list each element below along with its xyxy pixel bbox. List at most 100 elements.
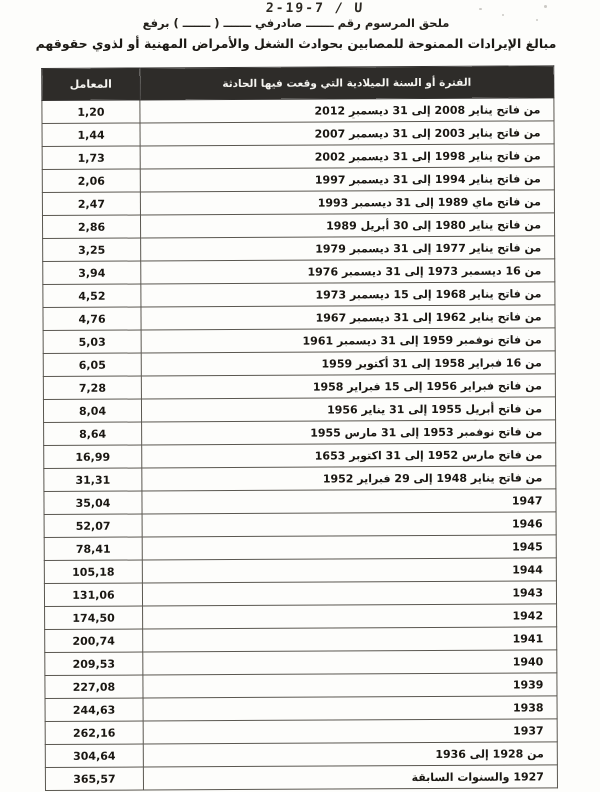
period-cell: 1944 xyxy=(142,557,557,583)
coefficient-cell: 3,25 xyxy=(42,237,141,262)
table-row: 1,20 من فاتح يناير 2008 إلى 31 ديسمبر 201… xyxy=(41,97,554,124)
table-row: 2,06 من فاتح يناير 1994 إلى 31 ديسمبر 199… xyxy=(42,166,555,193)
table-row: 244,63 1938 xyxy=(45,695,558,722)
period-cell: من فاتح يناير 1994 إلى 31 ديسمبر 1997 xyxy=(140,166,555,192)
table-row: 7,28 من فاتح فبراير 1956 إلى 15 فبراير 19… xyxy=(43,373,556,400)
table-header-row: المعامل الفترة أو السنة الميلادية التي و… xyxy=(41,65,554,101)
coefficient-cell: 8,04 xyxy=(43,398,142,423)
table-row: 1,73 من فاتح يناير 1998 إلى 31 ديسمبر 200… xyxy=(42,143,555,170)
coefficient-cell: 1,20 xyxy=(41,99,141,124)
coefficient-cell: 174,50 xyxy=(44,605,143,630)
coefficient-cell: 227,08 xyxy=(44,674,144,699)
period-cell: من فاتح ماي 1989 إلى 31 ديسمبر 1993 xyxy=(140,189,555,215)
table-row: 365,57 1927 والسنوات السابقة xyxy=(45,764,558,791)
period-cell: من فاتح يناير 1948 إلى 29 فبراير 1952 xyxy=(141,465,556,491)
table-row: 262,16 1937 xyxy=(45,718,558,745)
period-cell: 1927 والسنوات السابقة xyxy=(143,764,558,790)
scan-noise-speck xyxy=(479,8,482,10)
period-cell: من 1928 إلى 1936 xyxy=(143,741,558,767)
table-row: 1,44 من فاتح يناير 2003 إلى 31 ديسمبر 200… xyxy=(42,120,555,147)
coefficient-cell: 52,07 xyxy=(44,513,143,538)
scan-noise-speck xyxy=(502,14,504,16)
table-row: 31,31 من فاتح يناير 1948 إلى 29 فبراير 19… xyxy=(43,465,556,492)
period-cell: من فاتح نوفمبر 1959 إلى 31 ديسمبر 1961 xyxy=(141,327,556,353)
period-cell: 1938 xyxy=(143,695,558,721)
table-row: 52,07 1946 xyxy=(44,511,557,538)
coefficient-cell: 3,94 xyxy=(42,260,141,285)
coefficient-column-header: المعامل xyxy=(41,67,140,101)
table-row: 174,50 1942 xyxy=(44,603,557,630)
coefficient-cell: 200,74 xyxy=(44,628,143,653)
table-row: 3,25 من فاتح يناير 1977 إلى 31 ديسمبر 197… xyxy=(42,235,555,262)
period-cell: من فاتح يناير 1998 إلى 31 ديسمبر 2002 xyxy=(140,143,555,169)
period-cell: 1946 xyxy=(142,511,557,537)
period-cell: 1943 xyxy=(142,580,557,606)
coefficient-cell: 244,63 xyxy=(45,697,144,722)
period-cell: 1941 xyxy=(142,626,557,652)
table-row: 16,99 من فاتح مارس 1952 إلى 31 اكتوبر 165… xyxy=(43,442,556,469)
period-cell: 1940 xyxy=(142,649,557,675)
table-row: 78,41 1945 xyxy=(44,534,557,561)
coefficient-cell: 6,05 xyxy=(43,352,142,377)
table-row: 2,47 من فاتح ماي 1989 إلى 31 ديسمبر 1993 xyxy=(42,189,555,216)
coefficient-cell: 31,31 xyxy=(43,467,142,492)
table-row: 35,04 1947 xyxy=(43,488,557,515)
table-row: 2,86 من فاتح يناير 1980 إلى 30 أبريل 1989 xyxy=(42,212,555,239)
table-row: 8,64 من فاتح نوفمبر 1953 إلى 31 مارس 1955 xyxy=(43,419,556,446)
table-body: 1,20 من فاتح يناير 2008 إلى 31 ديسمبر 201… xyxy=(41,97,558,791)
coefficient-cell: 7,28 xyxy=(43,375,142,400)
coefficient-cell: 4,76 xyxy=(42,306,142,331)
coefficient-cell: 1,44 xyxy=(42,122,141,147)
coefficient-cell: 304,64 xyxy=(45,743,144,768)
compensation-coefficients-table: المعامل الفترة أو السنة الميلادية التي و… xyxy=(41,65,558,791)
period-cell: من فاتح فبراير 1956 إلى 15 فبراير 1958 xyxy=(141,373,556,399)
period-cell: من فاتح يناير 1977 إلى 31 ديسمبر 1979 xyxy=(140,235,555,261)
scan-noise-speck xyxy=(474,419,477,421)
table-row: 209,53 1940 xyxy=(44,649,557,676)
period-cell: من فاتح يناير 1980 إلى 30 أبريل 1989 xyxy=(140,212,555,238)
period-cell: من فاتح يناير 2008 إلى 31 ديسمبر 2012 xyxy=(139,97,554,123)
handwritten-ref-number: 2-19-7 / U xyxy=(265,1,365,16)
coefficient-cell: 105,18 xyxy=(44,559,143,584)
coefficient-cell: 2,06 xyxy=(42,168,141,193)
period-column-header: الفترة أو السنة الميلادية التي وقعت فيها… xyxy=(139,65,554,100)
period-cell: 1937 xyxy=(143,718,558,744)
period-cell: من فاتح مارس 1952 إلى 31 اكتوبر 1653 xyxy=(141,442,556,468)
table-header: المعامل الفترة أو السنة الميلادية التي و… xyxy=(41,65,554,101)
table-row: 105,18 1944 xyxy=(44,557,557,584)
period-cell: من فاتح أبريل 1955 إلى 31 يناير 1956 xyxy=(141,396,556,422)
table-row: 8,04 من فاتح أبريل 1955 إلى 31 يناير 1956 xyxy=(43,396,556,423)
period-cell: 1945 xyxy=(142,534,557,560)
scan-noise-speck xyxy=(352,117,355,119)
period-cell: 1939 xyxy=(142,672,558,698)
table-row: 4,52 من فاتح يناير 1968 إلى 15 ديسمبر 197… xyxy=(42,281,555,308)
table-row: 3,94 من 16 ديسمبر 1973 إلى 31 ديسمبر 1976 xyxy=(42,258,555,285)
decree-title-line: ملحق المرسوم رقم ـــــــ صادرفي ـــــــ … xyxy=(142,16,450,30)
coefficient-cell: 365,57 xyxy=(45,766,144,791)
scan-noise-speck xyxy=(536,19,538,21)
coefficient-cell: 1,73 xyxy=(42,145,141,170)
coefficient-cell: 131,06 xyxy=(44,582,143,607)
table-row: 6,05 من 16 فبراير 1958 إلى 31 أكتوبر 1959 xyxy=(43,350,556,377)
table-row: 4,76 من فاتح يناير 1962 إلى 31 ديسمبر 196… xyxy=(42,304,556,331)
coefficient-cell: 5,03 xyxy=(43,329,142,354)
coefficient-cell: 262,16 xyxy=(45,720,144,745)
coefficient-cell: 4,52 xyxy=(42,283,141,308)
coefficient-cell: 16,99 xyxy=(43,444,142,469)
period-cell: من فاتح يناير 2003 إلى 31 ديسمبر 2007 xyxy=(140,120,555,146)
period-cell: 1942 xyxy=(142,603,557,629)
table-row: 200,74 1941 xyxy=(44,626,557,653)
scan-noise-speck xyxy=(544,5,547,8)
table-row: 304,64 من 1928 إلى 1936 xyxy=(45,741,558,768)
table-row: 227,08 1939 xyxy=(44,672,558,699)
coefficient-cell: 2,47 xyxy=(42,191,141,216)
coefficient-cell: 35,04 xyxy=(43,490,143,515)
document-subtitle: مبالغ الإيرادات الممنوحة للمصابين بحوادث… xyxy=(35,36,557,51)
coefficient-cell: 78,41 xyxy=(44,536,143,561)
period-cell: من فاتح نوفمبر 1953 إلى 31 مارس 1955 xyxy=(141,419,556,445)
table-row: 5,03 من فاتح نوفمبر 1959 إلى 31 ديسمبر 19… xyxy=(43,327,556,354)
period-cell: من فاتح يناير 1968 إلى 15 ديسمبر 1973 xyxy=(140,281,555,307)
coefficient-cell: 209,53 xyxy=(44,651,143,676)
table-row: 131,06 1943 xyxy=(44,580,557,607)
